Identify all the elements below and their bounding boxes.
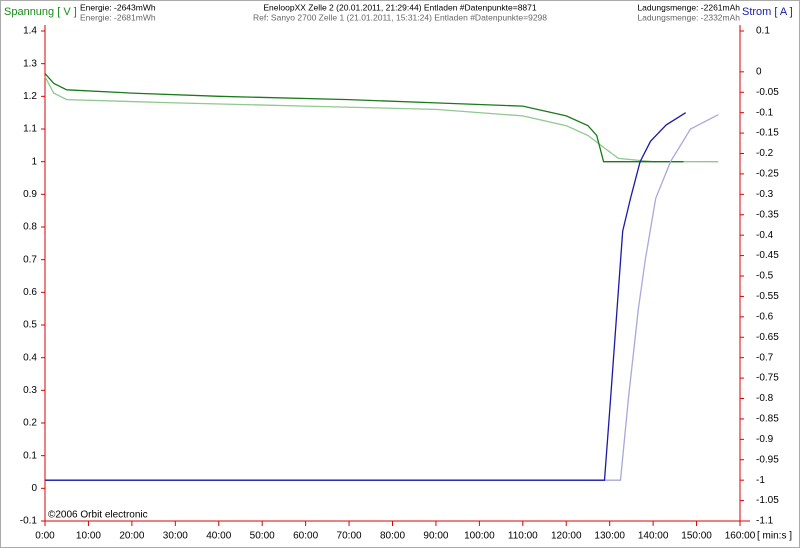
y-axis-label: Spannung [ V ] xyxy=(4,6,77,18)
y2-axis-label: Strom [ A ] xyxy=(742,6,793,18)
y-tick-label: 0.5 xyxy=(23,320,37,331)
y2-tick-label: 0.1 xyxy=(756,26,770,37)
energy: Energie: -2681mWh xyxy=(80,12,156,22)
x-tick-label: 90:00 xyxy=(423,531,448,542)
y2-tick-label: -0.95 xyxy=(756,454,779,465)
y2-tick-label: -1 xyxy=(756,475,765,486)
y2-tick-label: -0.65 xyxy=(756,332,779,343)
y2-tick-label: -0.5 xyxy=(756,271,774,282)
x-tick-label: 60:00 xyxy=(293,531,318,542)
y-tick-label: 1 xyxy=(31,156,37,167)
x-tick-label: 120:00 xyxy=(551,531,582,542)
y2-tick-label: -0.7 xyxy=(756,352,774,363)
y-tick-label: 0.6 xyxy=(23,287,37,298)
x-tick-label: 0:00 xyxy=(35,531,55,542)
y2-tick-label: -0.85 xyxy=(756,414,779,425)
chart-subtitle: Ref: Sanyo 2700 Zelle 1 (21.01.2011, 15:… xyxy=(253,12,547,22)
charge: Ladungsmenge: -2261mAh xyxy=(637,2,740,12)
series-line xyxy=(45,112,687,481)
y-tick-label: 1.4 xyxy=(23,26,37,37)
y2-tick-label: -0.3 xyxy=(756,189,774,200)
y-tick-label: 1.3 xyxy=(23,58,37,69)
x-tick-label: 110:00 xyxy=(508,531,538,542)
y2-tick-label: -0.05 xyxy=(756,87,779,98)
y-tick-label: 0.9 xyxy=(23,189,37,200)
x-tick-label: 130:00 xyxy=(594,531,625,542)
y2-tick-label: -0.75 xyxy=(756,373,779,384)
y-tick-label: -0.1 xyxy=(20,516,38,527)
y-tick-label: 0.8 xyxy=(23,222,37,233)
y2-tick-label: -0.35 xyxy=(756,209,779,220)
y-tick-label: 0.7 xyxy=(23,254,37,265)
x-tick-label: 40:00 xyxy=(206,531,231,542)
copyright: ©2006 Orbit electronic xyxy=(48,510,148,521)
y-tick-label: 0.2 xyxy=(23,418,37,429)
y2-tick-label: -0.2 xyxy=(756,148,774,159)
energy: Energie: -2643mWh xyxy=(80,2,156,12)
y2-tick-label: 0 xyxy=(756,66,762,77)
y-tick-label: 0 xyxy=(31,483,37,494)
y2-tick-label: -0.45 xyxy=(756,250,779,261)
x-tick-label: 10:00 xyxy=(76,531,101,542)
y2-tick-label: -1.05 xyxy=(756,495,779,506)
y2-tick-label: -0.55 xyxy=(756,291,779,302)
charge: Ladungsmenge: -2332mAh xyxy=(637,12,740,22)
y2-tick-label: -0.6 xyxy=(756,311,774,322)
series-line xyxy=(44,76,719,163)
series-line xyxy=(45,114,719,481)
x-tick-label: 80:00 xyxy=(380,531,405,542)
y-tick-label: 1.1 xyxy=(23,124,37,135)
y-tick-label: 0.3 xyxy=(23,385,37,396)
y2-tick-label: -0.15 xyxy=(756,128,779,139)
x-tick-label: 30:00 xyxy=(163,531,188,542)
y2-tick-label: -0.8 xyxy=(756,393,774,404)
y-tick-label: 1.2 xyxy=(23,91,37,102)
x-tick-label: 160:00 xyxy=(725,531,756,542)
y2-tick-label: -0.9 xyxy=(756,434,774,445)
series-line xyxy=(44,73,684,163)
y2-tick-label: -1.1 xyxy=(756,516,774,527)
x-tick-label: 70:00 xyxy=(337,531,362,542)
x-tick-label: 20:00 xyxy=(119,531,144,542)
chart-title: EneloopXX Zelle 2 (20.01.2011, 21:29:44)… xyxy=(263,2,537,12)
y-tick-label: 0.1 xyxy=(23,450,37,461)
y2-tick-label: -0.4 xyxy=(756,230,774,241)
x-tick-label: 140:00 xyxy=(638,531,669,542)
x-tick-label: 50:00 xyxy=(250,531,275,542)
x-tick-label: 100:00 xyxy=(464,531,495,542)
x-axis-label: [ min:s ] xyxy=(757,531,792,542)
x-tick-label: 150:00 xyxy=(681,531,712,542)
y2-tick-label: -0.25 xyxy=(756,169,779,180)
y2-tick-label: -0.1 xyxy=(756,107,774,118)
y-tick-label: 0.4 xyxy=(23,352,37,363)
